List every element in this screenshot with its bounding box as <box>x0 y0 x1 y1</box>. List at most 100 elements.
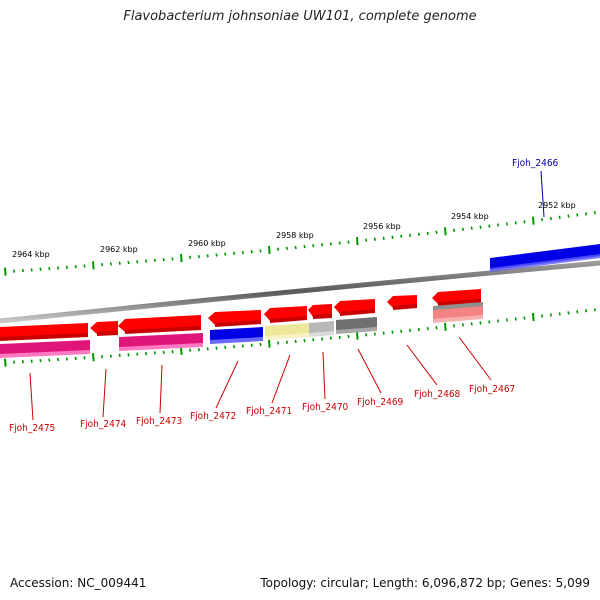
gene-Fjoh_2466-feature[interactable] <box>490 244 600 272</box>
scale-tick <box>585 309 588 313</box>
scale-tick <box>4 358 7 367</box>
gene-label-Fjoh_2466[interactable]: Fjoh_2466 <box>512 158 559 169</box>
scale-tick <box>127 353 130 357</box>
gene-label-Fjoh_2467[interactable]: Fjoh_2467 <box>469 384 515 395</box>
scale-tick <box>136 260 139 264</box>
scale-tick <box>461 323 464 327</box>
scale-tick <box>303 244 306 249</box>
scale-tick <box>162 350 165 354</box>
scale-tick <box>488 320 491 324</box>
scale-tick <box>30 268 33 272</box>
scale-tick <box>294 339 297 344</box>
kbp-label-2962: 2962 kbp <box>100 245 138 254</box>
kbp-label-2956: 2956 kbp <box>363 222 401 231</box>
scale-ticks-bottom <box>4 308 596 367</box>
scale-tick <box>321 243 324 247</box>
scale-tick <box>145 351 148 356</box>
scale-tick <box>373 332 376 336</box>
scale-tick <box>101 355 104 359</box>
gene-Fjoh_2468-feature[interactable] <box>387 295 417 310</box>
scale-tick <box>593 211 596 215</box>
gene-callouts <box>29 170 545 421</box>
scale-tick <box>558 312 561 316</box>
gene-label-Fjoh_2469[interactable]: Fjoh_2469 <box>357 397 404 408</box>
scale-tick <box>39 267 42 271</box>
gene-Fjoh_2470-feature[interactable] <box>308 304 332 319</box>
gene-Fjoh_2472-feature[interactable] <box>208 310 261 327</box>
gene-Fjoh_2469-feature[interactable] <box>334 299 375 316</box>
scale-tick <box>118 353 121 358</box>
scale-tick <box>382 331 385 335</box>
scale-tick <box>21 360 24 364</box>
scale-tick <box>13 360 16 364</box>
gene-label-Fjoh_2473[interactable]: Fjoh_2473 <box>136 416 182 427</box>
scale-tick <box>505 318 508 322</box>
scale-tick <box>48 266 51 271</box>
scale-tick <box>268 245 271 255</box>
scale-tick <box>109 354 112 358</box>
scale-tick <box>470 226 473 230</box>
scale-tick <box>417 232 420 237</box>
scale-tick <box>329 336 332 340</box>
scale-tick <box>171 257 174 261</box>
scale-tick <box>48 358 51 362</box>
scale-tick <box>180 254 183 263</box>
scale-tick <box>162 257 165 262</box>
scale-tick <box>523 316 526 320</box>
scale-tick <box>453 228 456 232</box>
scale-tick <box>259 342 262 347</box>
scale-tick <box>92 353 95 362</box>
scale-tick <box>479 321 482 325</box>
scale-tick <box>400 234 403 238</box>
scale-tick <box>171 349 174 354</box>
scale-tick <box>92 261 95 270</box>
scale-tick <box>4 267 7 276</box>
gene-Fjoh_2475-feature[interactable] <box>0 323 88 341</box>
scale-tick <box>567 214 570 218</box>
scale-tick <box>382 236 385 240</box>
scale-tick <box>215 253 218 257</box>
gene-label-Fjoh_2474[interactable]: Fjoh_2474 <box>80 419 127 430</box>
scale-tick <box>153 258 156 263</box>
scale-tick <box>426 326 429 331</box>
gene-label-Fjoh_2468[interactable]: Fjoh_2468 <box>414 389 461 400</box>
scale-tick <box>109 262 112 266</box>
scale-tick <box>189 348 192 352</box>
scale-tick <box>65 357 68 361</box>
accession-text: Accession: NC_009441 <box>10 576 147 590</box>
scale-tick <box>400 329 403 333</box>
gene-label-Fjoh_2472[interactable]: Fjoh_2472 <box>190 411 236 422</box>
scale-tick <box>57 266 60 270</box>
scale-tick <box>180 346 183 355</box>
kbp-label-2964: 2964 kbp <box>12 250 50 259</box>
scale-tick <box>241 250 244 255</box>
scale-tick <box>470 322 473 326</box>
scale-tick <box>488 224 491 228</box>
scale-tick <box>83 264 86 268</box>
gene-label-Fjoh_2470[interactable]: Fjoh_2470 <box>302 402 349 413</box>
gene-Fjoh_2474-feature[interactable] <box>90 321 118 336</box>
gene-label-Fjoh_2471[interactable]: Fjoh_2471 <box>246 406 292 417</box>
scale-tick <box>321 337 324 341</box>
scale-tick <box>479 225 482 229</box>
scale-tick <box>523 220 526 224</box>
scale-tick <box>83 356 86 360</box>
scale-tick <box>567 311 570 315</box>
topology-text: Topology: circular; Length: 6,096,872 bp… <box>260 576 590 590</box>
scale-tick <box>514 221 517 225</box>
scale-tick <box>74 356 77 361</box>
gene-Fjoh_2467-feature[interactable] <box>432 289 481 306</box>
gene-label-Fjoh_2475[interactable]: Fjoh_2475 <box>9 423 55 434</box>
scale-tick <box>391 235 394 239</box>
kbp-label-2952: 2952 kbp <box>538 201 576 210</box>
scale-tick <box>514 317 517 321</box>
scale-tick <box>206 347 209 351</box>
scale-tick <box>391 330 394 334</box>
scale-tick <box>118 261 121 265</box>
kbp-label-2960: 2960 kbp <box>188 239 226 248</box>
gene-Fjoh_2471-feature[interactable] <box>264 306 307 323</box>
scale-tick <box>444 227 447 236</box>
scale-tick <box>461 227 464 231</box>
gene-Fjoh_2473-feature[interactable] <box>118 315 201 334</box>
scale-tick <box>224 345 227 350</box>
